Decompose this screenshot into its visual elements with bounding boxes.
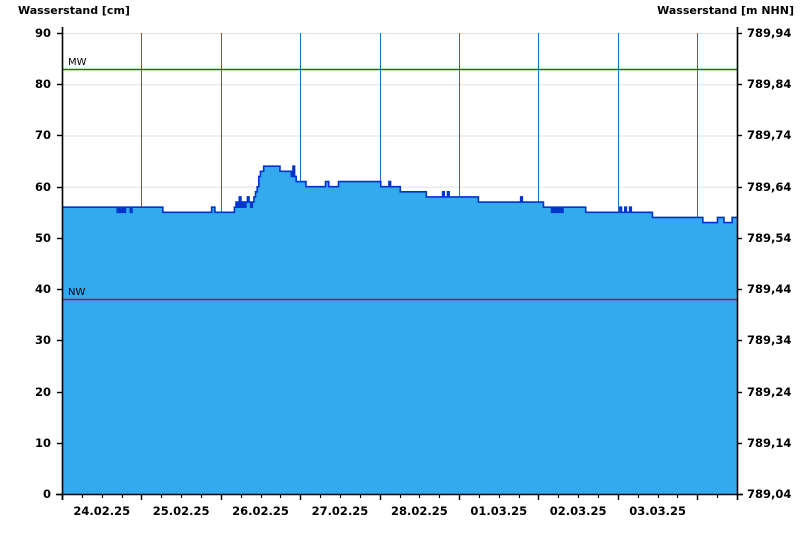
y-axis-tick-label-left: 0 — [42, 486, 51, 501]
y-axis-tick-label-right: 789,74 — [747, 127, 792, 142]
x-axis-tick-label: 26.02.25 — [232, 504, 289, 518]
x-axis-tick-label: 25.02.25 — [152, 504, 210, 518]
y-axis-tick-label-right: 789,64 — [747, 179, 792, 194]
y-axis-tick-label-left: 40 — [34, 281, 51, 296]
y-axis-tick-label-left: 80 — [34, 76, 51, 91]
mw-reference-label: MW — [68, 56, 87, 68]
y-axis-tick-label-right: 789,94 — [747, 25, 792, 40]
y-axis-tick-label-right: 789,34 — [747, 332, 792, 347]
water-level-line — [62, 165, 737, 224]
y-axis-tick-label-right: 789,44 — [747, 281, 792, 296]
y-axis-tick-label-left: 10 — [34, 435, 51, 450]
y-axis-tick-label-left: 70 — [34, 127, 51, 142]
y-axis-tick-label-left: 30 — [34, 332, 51, 347]
y-axis-tick-label-left: 60 — [34, 179, 51, 194]
y-axis-tick-label-right: 789,24 — [747, 384, 792, 399]
x-axis-tick-label: 24.02.25 — [73, 504, 131, 518]
water-level-area — [62, 166, 737, 494]
y-axis-tick-label-left: 90 — [34, 25, 51, 40]
x-axis-tick-label: 03.03.25 — [629, 504, 686, 518]
x-axis-tick-label: 27.02.25 — [311, 504, 369, 518]
left-axis-title: Wasserstand [cm] — [18, 4, 130, 17]
y-axis-tick-label-right: 789,14 — [747, 435, 792, 450]
x-axis-tick-label: 01.03.25 — [470, 504, 528, 518]
y-axis-tick-label-left: 50 — [34, 230, 51, 245]
y-axis-tick-label-right: 789,54 — [747, 230, 792, 245]
y-axis-tick-label-right: 789,04 — [747, 486, 792, 501]
right-axis-title: Wasserstand [m NHN] — [657, 4, 794, 17]
y-axis-tick-label-right: 789,84 — [747, 76, 792, 91]
nw-reference-label: NW — [68, 286, 86, 298]
x-axis-tick-label: 28.02.25 — [390, 504, 448, 518]
x-axis-tick-label: 02.03.25 — [549, 504, 607, 518]
y-axis-tick-label-left: 20 — [34, 384, 51, 399]
